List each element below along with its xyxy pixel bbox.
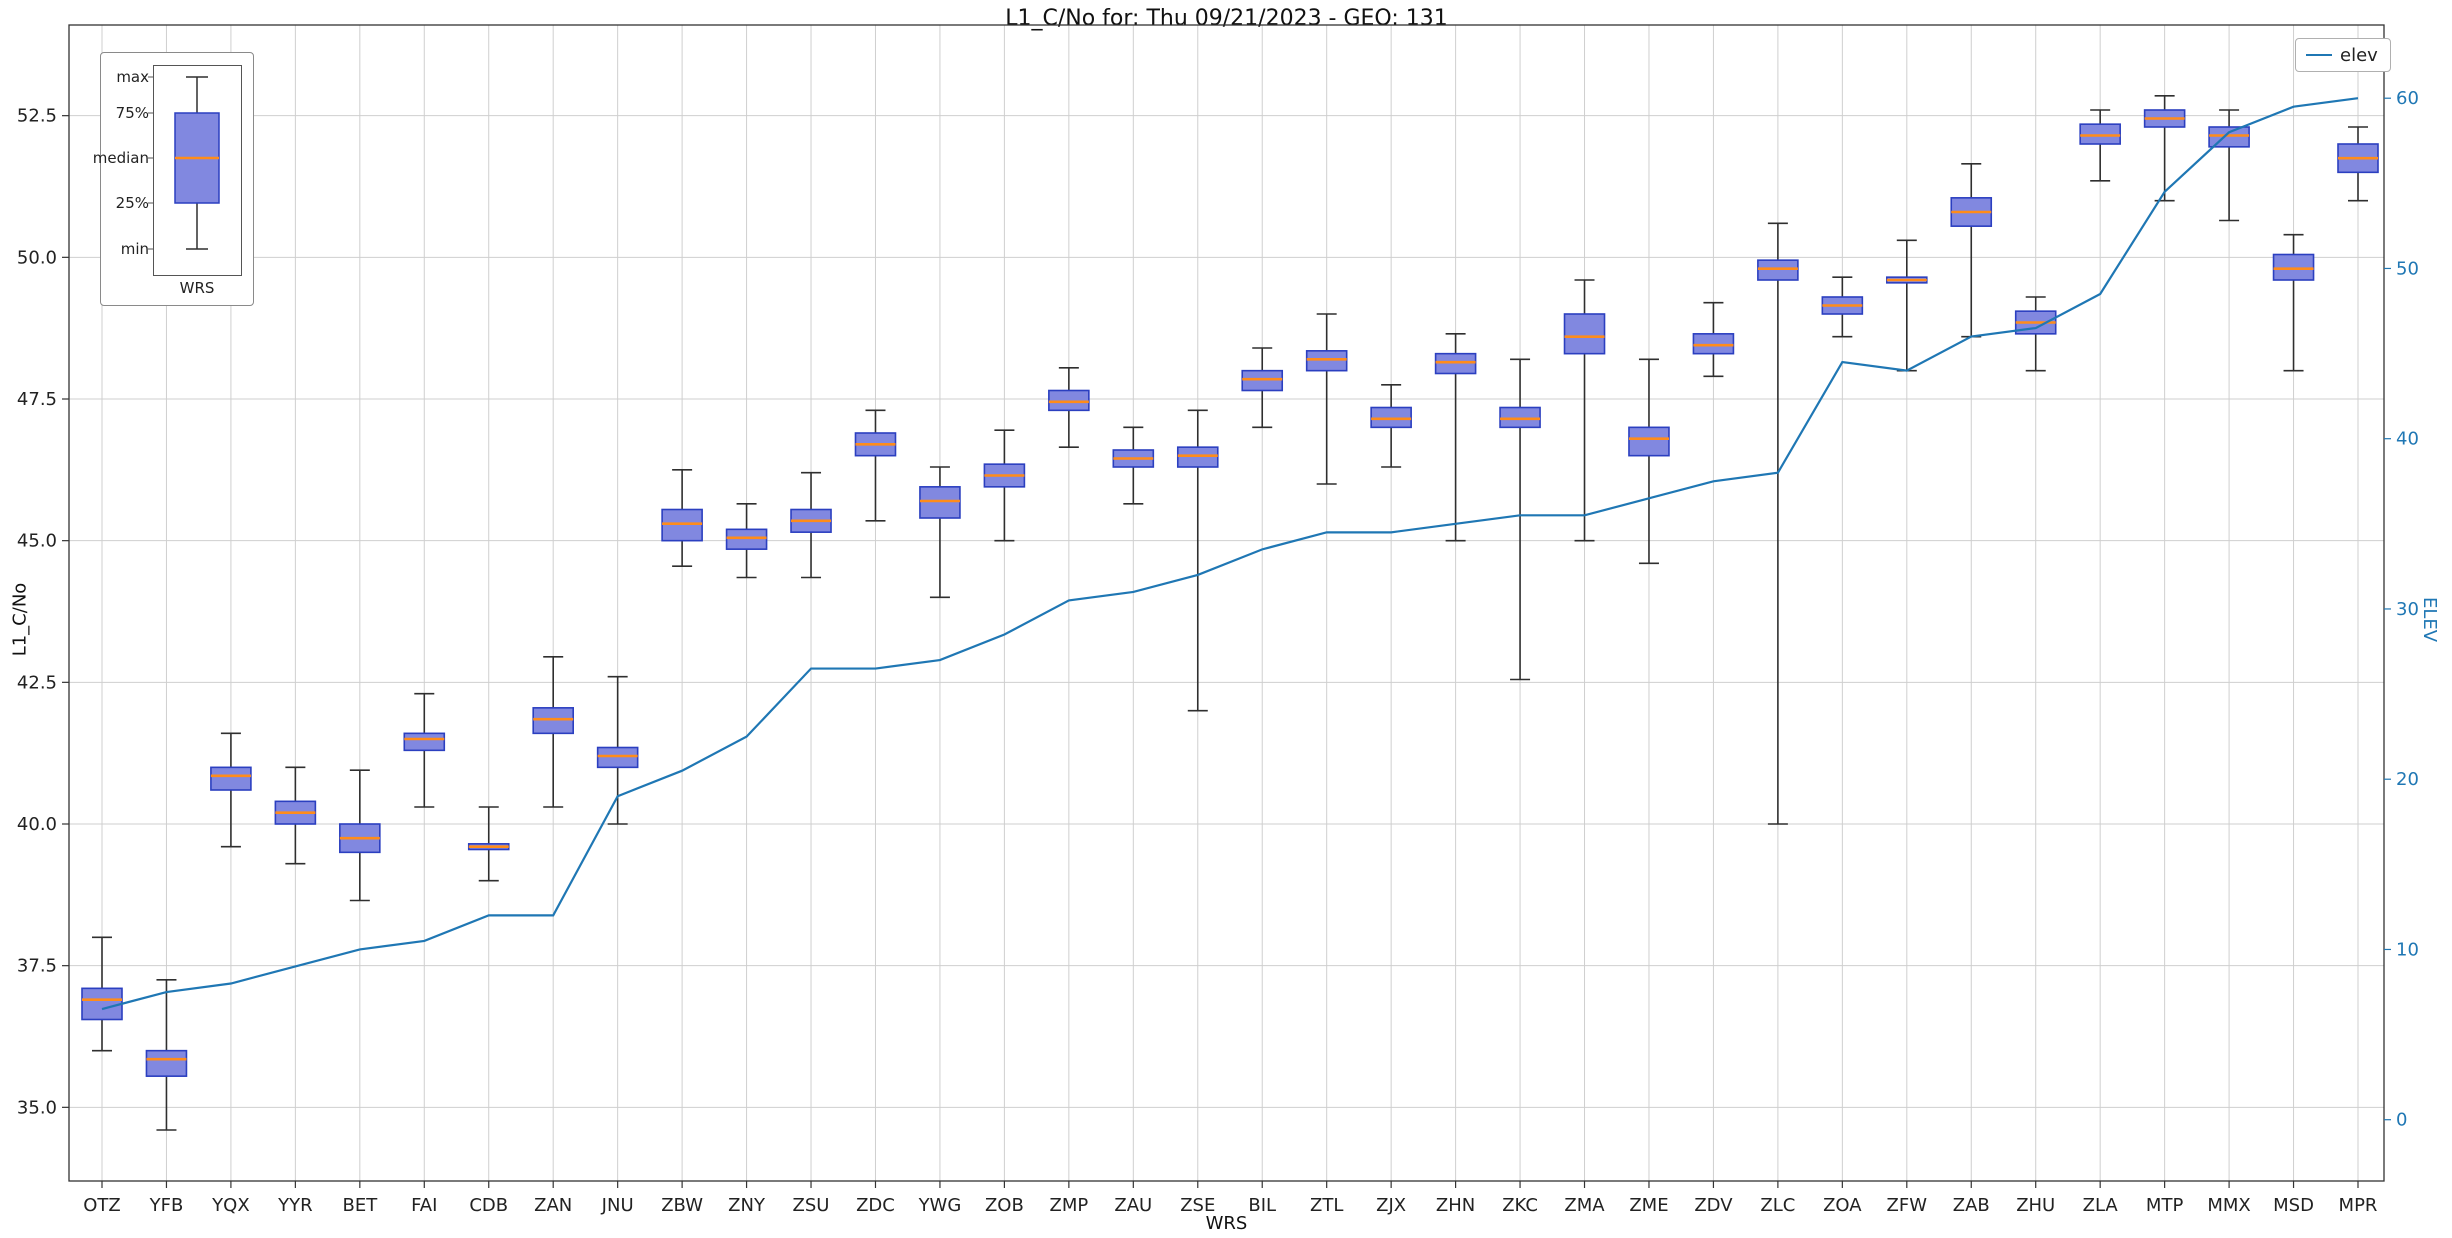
chart-title: L1_C/No for: Thu 09/21/2023 - GEO: 131	[1005, 6, 1448, 31]
svg-text:35.0: 35.0	[17, 1097, 57, 1118]
svg-text:YYR: YYR	[277, 1195, 313, 1216]
svg-text:ZBW: ZBW	[661, 1195, 703, 1216]
svg-text:BET: BET	[342, 1195, 378, 1216]
svg-text:BIL: BIL	[1248, 1195, 1276, 1216]
svg-text:ZOB: ZOB	[985, 1195, 1024, 1216]
svg-text:50: 50	[2396, 258, 2419, 279]
svg-text:ZME: ZME	[1629, 1195, 1668, 1216]
svg-text:ZMP: ZMP	[1049, 1195, 1088, 1216]
svg-text:FAI: FAI	[411, 1195, 437, 1216]
right-axis-label: ELEV	[2418, 596, 2440, 642]
svg-text:ZHN: ZHN	[1436, 1195, 1475, 1216]
inset-label-min: min	[120, 240, 149, 258]
svg-text:42.5: 42.5	[17, 672, 57, 693]
svg-text:MPR: MPR	[2339, 1195, 2378, 1216]
svg-text:MSD: MSD	[2273, 1195, 2314, 1216]
left-tick-labels: 35.0 37.5 40.0 42.5 45.0 47.5 50.0 52.5	[17, 106, 69, 1118]
inset-label-max: max	[116, 68, 149, 86]
svg-text:ZMA: ZMA	[1564, 1195, 1605, 1216]
svg-text:MTP: MTP	[2146, 1195, 2184, 1216]
svg-text:ZSE: ZSE	[1180, 1195, 1215, 1216]
right-axis-label-wrap: ELEV	[2407, 0, 2452, 1238]
axes-frame	[68, 24, 2385, 1182]
svg-text:10: 10	[2396, 939, 2419, 960]
left-axis-label: L1_C/No	[9, 582, 31, 656]
svg-text:YFB: YFB	[149, 1195, 184, 1216]
svg-text:MMX: MMX	[2207, 1195, 2250, 1216]
svg-text:37.5: 37.5	[17, 956, 57, 977]
svg-text:ZDC: ZDC	[856, 1195, 895, 1216]
svg-text:OTZ: OTZ	[83, 1195, 121, 1216]
svg-text:ZAU: ZAU	[1114, 1195, 1152, 1216]
svg-text:45.0: 45.0	[17, 531, 57, 552]
svg-text:52.5: 52.5	[17, 106, 57, 127]
x-axis-label: WRS	[1205, 1213, 1248, 1234]
svg-text:YQX: YQX	[211, 1195, 250, 1216]
inset-label-25pct: 25%	[115, 194, 149, 212]
svg-text:ZLA: ZLA	[2083, 1195, 2119, 1216]
svg-text:50.0: 50.0	[17, 247, 57, 268]
svg-text:ZJX: ZJX	[1376, 1195, 1406, 1216]
elev-line	[101, 97, 2359, 1011]
svg-text:ZAB: ZAB	[1953, 1195, 1990, 1216]
svg-text:CDB: CDB	[469, 1195, 508, 1216]
svg-text:JNU: JNU	[601, 1195, 634, 1216]
svg-text:20: 20	[2396, 769, 2419, 790]
left-axis-label-wrap: L1_C/No	[0, 0, 57, 1238]
svg-text:60: 60	[2396, 88, 2419, 109]
elev-line-icon	[2306, 54, 2332, 56]
legend: elev	[2295, 38, 2391, 72]
svg-text:ZLC: ZLC	[1760, 1195, 1795, 1216]
inset-label-75pct: 75%	[115, 104, 149, 122]
boxplot-key-sample	[148, 65, 242, 276]
boxplots	[81, 95, 2379, 1131]
svg-text:ZAN: ZAN	[534, 1195, 572, 1216]
legend-elev-label: elev	[2340, 44, 2378, 66]
inset-xlabel: WRS	[179, 279, 215, 297]
svg-text:0: 0	[2396, 1110, 2407, 1131]
boxplot-key-inset: max 75% median 25% min WRS	[93, 52, 254, 306]
svg-text:47.5: 47.5	[17, 389, 57, 410]
inset-label-median: median	[92, 149, 149, 167]
svg-text:ZKC: ZKC	[1502, 1195, 1538, 1216]
svg-text:30: 30	[2396, 599, 2419, 620]
x-tick-labels: OTZ YFB YQX YYR BET FAI CDB ZAN JNU ZBW ZNY ZSU ZDC Y…	[83, 1181, 2377, 1216]
svg-text:ZHU: ZHU	[2016, 1195, 2055, 1216]
svg-text:ZSU: ZSU	[793, 1195, 830, 1216]
svg-text:YWG: YWG	[918, 1195, 962, 1216]
svg-text:ZNY: ZNY	[728, 1195, 766, 1216]
gridlines	[69, 25, 2384, 1181]
svg-text:ZFW: ZFW	[1887, 1195, 1928, 1216]
svg-text:40.0: 40.0	[17, 814, 57, 835]
svg-text:ZOA: ZOA	[1823, 1195, 1862, 1216]
svg-text:ZDV: ZDV	[1694, 1195, 1733, 1216]
svg-text:40: 40	[2396, 429, 2419, 450]
right-tick-labels: 0 10 20 30 40 50 60	[2384, 88, 2419, 1131]
svg-text:ZTL: ZTL	[1310, 1195, 1343, 1216]
